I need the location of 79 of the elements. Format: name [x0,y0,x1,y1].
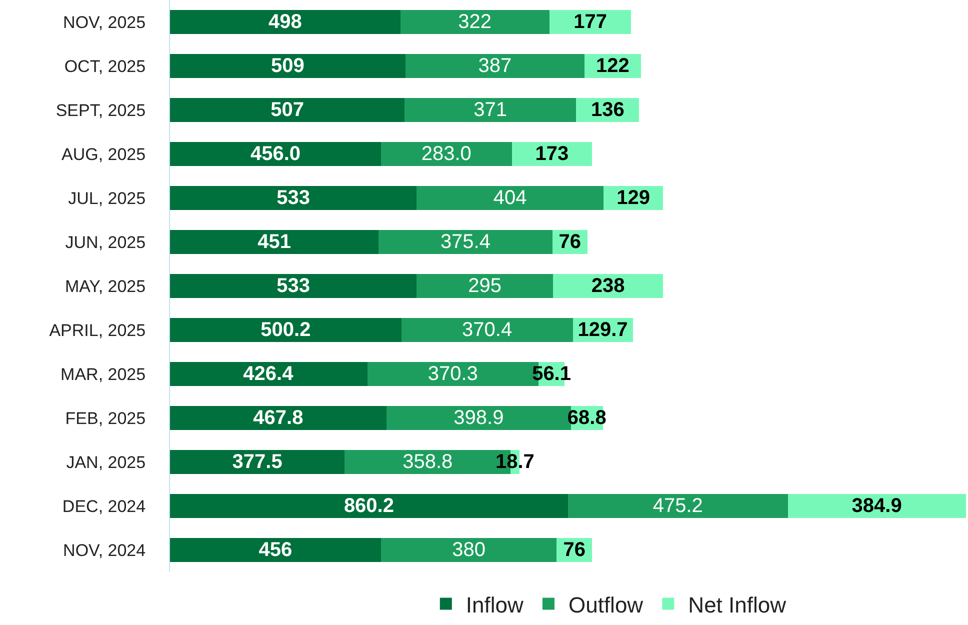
data-label: 283.0 [421,143,472,165]
data-label: 322 [458,11,492,33]
data-label: 375.4 [440,231,490,253]
data-label: 295 [468,275,502,297]
y-tick-label: MAR, 2025 [60,364,146,384]
data-label: 68.8 [567,407,606,429]
bar [170,538,381,562]
bar [170,450,345,474]
bar [416,274,554,298]
y-tick-label: NOV, 2025 [63,12,146,32]
y-tick-label: FEB, 2025 [65,408,146,428]
y-tick-label: SEPT, 2025 [56,100,146,120]
bar [405,54,584,78]
data-label: 451 [258,231,292,253]
data-label: 860.2 [344,495,394,517]
bar [170,142,381,166]
y-tick-label: MAY, 2025 [64,276,146,296]
bar [170,10,400,34]
bar [400,10,550,34]
y-tick-label: NOV, 2024 [63,540,146,560]
data-label: 426.4 [243,363,294,385]
data-label: 358.8 [402,451,453,473]
data-label: 238 [591,275,625,297]
data-label: 129 [616,187,650,209]
data-label: 371 [474,99,508,121]
data-label: 456.0 [250,143,301,165]
bar [416,186,604,210]
data-label: 76 [558,231,582,253]
bar [170,54,406,78]
data-label: 177 [574,11,607,33]
data-label: 56.1 [532,363,572,385]
data-label: 387 [478,55,512,77]
data-label: 507 [270,99,304,121]
y-tick-label: JUN, 2025 [65,232,146,252]
data-label: 456 [258,539,292,561]
data-label: 533 [276,275,310,297]
y-tick-label: OCT, 2025 [64,56,146,76]
data-label: 398.9 [454,407,504,429]
bar [380,538,557,562]
legend-label: Net Inflow [688,592,786,618]
bar [170,494,568,518]
data-label: 370.3 [428,363,478,385]
bar [788,494,966,518]
data-label: 509 [271,55,304,77]
y-tick-label: APRIL, 2025 [49,320,146,340]
bar [170,362,368,386]
bar [170,274,417,298]
data-label: 498 [268,11,302,33]
data-label: 136 [590,99,624,121]
legend-label: Inflow [466,592,524,618]
data-label: 467.8 [253,407,304,429]
data-label: 129.7 [578,319,628,341]
y-tick-label: JAN, 2025 [66,452,146,472]
bar [170,98,405,122]
data-label: 533 [276,187,310,209]
data-label: 475.2 [652,495,703,517]
legend-label: Outflow [568,592,644,618]
bar [170,230,379,254]
bar [170,318,402,342]
data-label: 173 [535,143,569,165]
data-label: 122 [596,55,630,77]
y-tick-label: JUL, 2025 [68,188,146,208]
data-label: 404 [493,187,527,209]
bar [568,494,788,518]
data-label: 377.5 [232,451,282,473]
y-tick-label: AUG, 2025 [61,144,146,164]
bar [404,98,576,122]
data-label: 380 [452,539,486,561]
bar [380,142,512,166]
data-label: 500.2 [260,319,311,341]
bar [401,318,573,342]
bar [378,230,552,254]
bar [170,186,417,210]
data-label: 370.4 [462,319,512,341]
y-tick-label: DEC, 2024 [62,496,146,516]
data-label: 76 [563,539,586,561]
data-label: 384.9 [852,495,902,517]
data-label: 18.7 [495,451,534,473]
bar [170,406,386,430]
